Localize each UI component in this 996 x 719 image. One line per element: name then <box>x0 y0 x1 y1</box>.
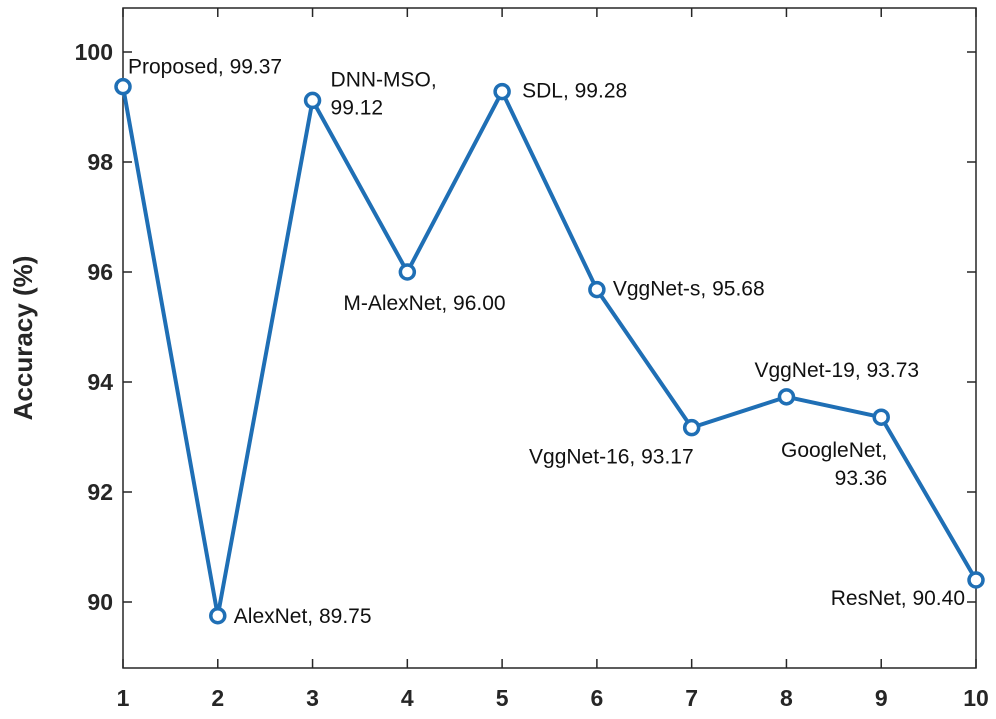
x-tick-label: 7 <box>685 685 698 711</box>
data-point <box>209 607 227 625</box>
plot-frame <box>122 7 977 669</box>
data-label: AlexNet, 89.75 <box>234 605 372 628</box>
series-accuracy <box>114 77 985 625</box>
y-tick-label: 96 <box>87 259 113 285</box>
data-label: VggNet-s, 95.68 <box>613 278 765 301</box>
x-tick-label: 9 <box>875 685 888 711</box>
data-point <box>493 82 511 101</box>
data-label: DNN-MSO, 99.12 <box>331 68 437 119</box>
data-point <box>114 77 132 96</box>
data-label-line: 93.36 <box>835 467 888 490</box>
data-label-line: DNN-MSO, <box>331 68 437 91</box>
data-point <box>588 280 606 299</box>
data-label: VggNet-19, 93.73 <box>754 359 919 382</box>
data-point <box>303 91 322 110</box>
data-label: Proposed, 99.37 <box>128 56 282 79</box>
data-point <box>967 571 985 589</box>
data-point <box>398 263 417 281</box>
data-label-line: VggNet-16, 93.17 <box>529 446 694 469</box>
y-axis-title: Accuracy (%) <box>8 256 38 421</box>
data-label-line: 99.12 <box>331 96 384 119</box>
y-tick-label: 98 <box>87 149 113 175</box>
x-tick-label: 1 <box>117 685 130 711</box>
y-tick-label: 90 <box>87 589 113 615</box>
data-point <box>682 418 701 437</box>
x-tick-label: 6 <box>590 685 603 711</box>
data-label-line: GoogleNet, <box>781 439 887 462</box>
data-label: GoogleNet, 93.36 <box>781 439 887 490</box>
data-point <box>872 408 890 426</box>
x-tick-label: 4 <box>401 685 414 711</box>
data-labels: Proposed, 99.37 AlexNet, 89.75 DNN-MSO, 99.… <box>128 56 965 628</box>
data-label-line: AlexNet, 89.75 <box>234 605 372 628</box>
y-tick-label: 94 <box>87 369 113 395</box>
data-label-line: Proposed, 99.37 <box>128 56 282 79</box>
x-tick-label: 2 <box>211 685 224 711</box>
x-tick-label: 10 <box>963 685 989 711</box>
y-tick-label: 92 <box>87 479 113 505</box>
data-label: M-AlexNet, 96.00 <box>343 292 505 315</box>
axes: 1 2 3 4 5 6 7 8 9 10 90 92 94 96 98 100 Accuracy (%) <box>8 7 989 711</box>
data-label: ResNet, 90.40 <box>831 587 965 610</box>
series-line <box>121 86 978 618</box>
data-label: SDL, 99.28 <box>522 80 627 103</box>
x-tick-label: 3 <box>306 685 319 711</box>
x-tick-label: 8 <box>780 685 793 711</box>
data-label-line: M-AlexNet, 96.00 <box>343 292 505 315</box>
data-label-line: VggNet-19, 93.73 <box>754 359 919 382</box>
data-label: VggNet-16, 93.17 <box>529 446 694 469</box>
y-tick-label: 100 <box>75 39 113 65</box>
data-label-line: ResNet, 90.40 <box>831 587 965 610</box>
data-label-line: SDL, 99.28 <box>522 80 627 103</box>
x-tick-label: 5 <box>496 685 509 711</box>
data-label-line: VggNet-s, 95.68 <box>613 278 765 301</box>
data-point <box>777 388 796 406</box>
